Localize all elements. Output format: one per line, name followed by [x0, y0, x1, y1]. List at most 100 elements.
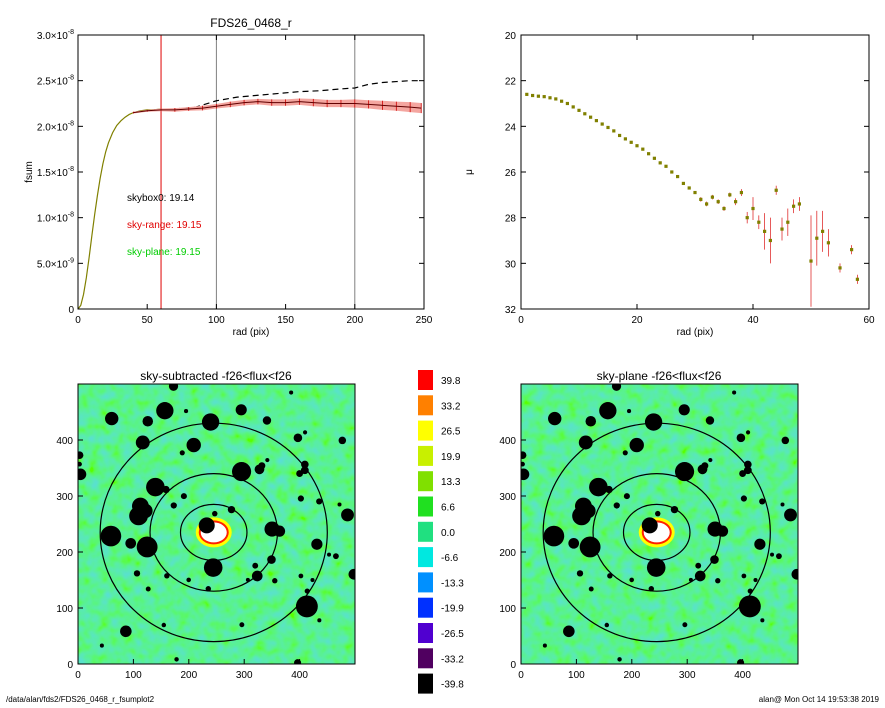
- mapR-source-36: [604, 622, 610, 628]
- mu-data-layer: [525, 92, 859, 307]
- mu-point-13: [600, 122, 604, 126]
- mapR-source-68: [674, 462, 695, 482]
- mu-point-4: [548, 96, 552, 100]
- sky-plane-map: sky-plane -f26<flux<f26 0 100 200 300 400 0 10…: [499, 369, 799, 681]
- mapL-source-52: [168, 384, 179, 391]
- fsum-xtick-label-2: 100: [208, 315, 225, 326]
- fsum-ytick-label-4: 2.0×10-8: [37, 120, 74, 133]
- mapL-source-59: [136, 536, 158, 558]
- mapL-source-51: [201, 413, 220, 431]
- mapL-source-17: [186, 577, 191, 583]
- fsum-xtick-label-4: 200: [346, 315, 363, 326]
- mu-point-14: [606, 125, 610, 130]
- mu-y-axis-label: μ: [464, 169, 475, 175]
- mu-axis-ticks: 0 20 40 60 20 22 24 26 28 30 32: [505, 31, 875, 326]
- mapL-core-star: [198, 517, 215, 534]
- colorbar-swatch-12: [418, 673, 433, 694]
- mu-point-41: [763, 229, 767, 233]
- mu-point-23: [658, 161, 662, 165]
- mu-point-51: [826, 241, 830, 245]
- mapR-source-47: [622, 450, 628, 456]
- mapL-aperture-1: [149, 473, 279, 592]
- colorbar-label-2: 26.5: [441, 427, 461, 438]
- colorbar-swatch-5: [418, 496, 433, 517]
- mu-point-45: [786, 220, 790, 224]
- mu-point-52: [838, 266, 842, 270]
- mapR-source-53: [626, 409, 632, 414]
- mapL-source-39: [295, 595, 318, 618]
- mapR-source-9: [759, 498, 766, 505]
- mapR-source-26: [701, 462, 709, 470]
- fsum-xtick-label-1: 50: [142, 315, 154, 326]
- colorbar-swatch-8: [418, 572, 433, 593]
- mu-point-28: [687, 186, 691, 190]
- mapR-source-18: [623, 493, 630, 500]
- mapL-source-28: [327, 552, 332, 557]
- fsum-profile-plot: FDS26_0468_r 0 50 100 150 200 250 0 5.0×10-9 1.0…: [24, 16, 433, 338]
- mapL-source-10: [302, 430, 308, 435]
- colorbar-swatch-1: [418, 395, 433, 416]
- mapR-ytick-label-3: 300: [499, 492, 516, 503]
- mapR-source-59: [579, 536, 601, 558]
- sky-plane-map-frame: [520, 383, 799, 665]
- colorbar-label-8: -13.3: [441, 578, 464, 589]
- mu-xtick-label-3: 60: [863, 315, 875, 326]
- mapR-source-16: [678, 404, 690, 416]
- fsum-data-layer: [77, 35, 422, 310]
- sky-subtracted-map-frame: [77, 383, 356, 665]
- mapL-xtick-label-4: 400: [291, 670, 308, 681]
- mapR-source-24: [688, 577, 693, 582]
- mu-point-35: [728, 193, 732, 197]
- mapR-source-17: [629, 577, 634, 583]
- mapL-source-44: [262, 416, 272, 425]
- mapL-source-4: [293, 433, 303, 443]
- mu-point-53: [850, 248, 854, 252]
- mapL-source-11: [162, 485, 170, 494]
- sky-subtracted-axis-ticks: 0 100 200 300 400 0 100 200 300 400: [56, 436, 308, 681]
- colorbar-label-0: 39.8: [441, 376, 461, 387]
- mapL-source-55: [272, 578, 278, 584]
- mapL-source-32: [125, 537, 137, 549]
- mapR-source-40: [682, 622, 688, 628]
- colorbar-swatch-0: [418, 370, 433, 390]
- mu-ytick-label-4: 28: [505, 214, 517, 225]
- colorbar-label-4: 13.3: [441, 477, 461, 488]
- mu-point-10: [583, 112, 587, 116]
- mapR-source-38: [521, 468, 530, 481]
- mu-point-46: [792, 204, 796, 208]
- mapL-ytick-label-0: 0: [67, 660, 73, 671]
- mapR-ytick-label-0: 0: [510, 660, 516, 671]
- mapR-source-39: [738, 595, 761, 618]
- colorbar-swatch-11: [418, 648, 433, 669]
- colorbar-swatch-10: [418, 623, 433, 643]
- mapR-source-14: [743, 466, 752, 475]
- mapL-aperture-2: [99, 422, 328, 643]
- mu-ytick-label-6: 32: [505, 305, 517, 316]
- mu-point-11: [589, 115, 593, 119]
- mu-point-27: [681, 181, 685, 186]
- mapL-source-65: [212, 510, 218, 517]
- mapR-source-34: [542, 643, 547, 648]
- mapL-xtick-label-2: 200: [180, 670, 197, 681]
- fsum-sky-annotations: skybox0: 19.14 sky-range: 19.15 sky-plane:…: [127, 193, 202, 258]
- colorbar-label-1: 33.2: [441, 401, 461, 412]
- mapR-source-11: [605, 485, 613, 494]
- mu-point-6: [560, 99, 564, 103]
- mapR-xtick-label-3: 300: [679, 670, 696, 681]
- sky-subtracted-map: sky-subtracted -f26<flux<f26 0 100 200 300 4…: [56, 369, 356, 681]
- fsum-ytick-exponent-1: -9: [68, 257, 74, 264]
- mapR-source-61: [744, 460, 752, 469]
- mapL-source-45: [133, 570, 141, 577]
- mu-point-5: [554, 97, 558, 101]
- mapL-source-63: [265, 458, 270, 463]
- mu-ytick-label-5: 30: [505, 259, 517, 270]
- fsum-plot-frame: [77, 34, 425, 310]
- mu-point-1: [531, 93, 535, 98]
- mu-xtick-label-1: 20: [631, 315, 643, 326]
- mapL-source-18: [180, 493, 187, 500]
- mapL-source-8: [146, 477, 165, 497]
- fsum-ytick-label-6: 3.0×10-8: [37, 29, 74, 42]
- fsum-ytick-exponent-5: -8: [68, 75, 74, 82]
- mapL-ytick-label-1: 100: [56, 604, 73, 615]
